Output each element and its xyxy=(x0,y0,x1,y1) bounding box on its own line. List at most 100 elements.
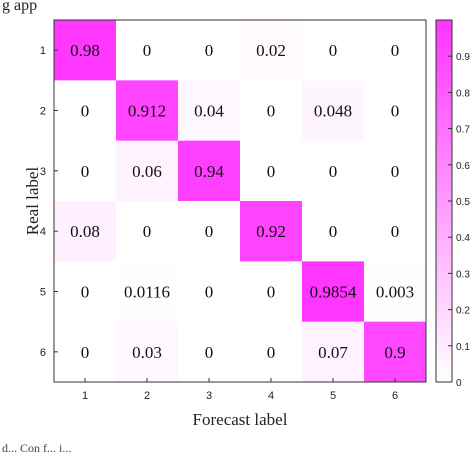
cell-value-r5-c3: 0 xyxy=(205,283,214,302)
colorbar-tick-label: 0.1 xyxy=(456,342,470,353)
heatmap-cell-r3-c2 xyxy=(116,140,179,202)
cell-value-r3-c2: 0.06 xyxy=(132,162,162,181)
cell-value-r6-c5: 0.07 xyxy=(318,343,348,362)
cell-value-r4-c6: 0 xyxy=(391,222,400,241)
colorbar-tick-label: 0.4 xyxy=(456,233,470,244)
cell-value-r6-c3: 0 xyxy=(205,343,214,362)
heatmap-cell-r4-c2 xyxy=(116,201,179,262)
y-tick-label: 1 xyxy=(40,45,46,57)
cell-value-r3-c3: 0.94 xyxy=(194,162,224,181)
x-tick-label: 6 xyxy=(392,390,398,402)
colorbar-tick-label: 0.8 xyxy=(456,88,470,99)
heatmap-cell-r6-c2 xyxy=(116,321,179,383)
heatmap-cell-r5-c6 xyxy=(364,261,427,322)
cell-value-r6-c1: 0 xyxy=(81,343,90,362)
y-tick-label: 3 xyxy=(40,166,46,178)
colorbar-ticks: 0 0.1 0.2 0.3 0.4 0.5 0.6 0.7 0.8 0.9 xyxy=(448,52,470,389)
cell-value-r2-c6: 0 xyxy=(391,102,400,121)
heatmap-cell-r6-c5 xyxy=(302,321,365,383)
y-tick-label: 2 xyxy=(40,106,46,118)
cell-value-r1-c3: 0 xyxy=(205,41,214,60)
heatmap-cell-r4-c3 xyxy=(178,201,241,262)
heatmap-cell-r3-c3 xyxy=(178,140,241,202)
cell-value-r3-c1: 0 xyxy=(81,162,90,181)
y-tick-label: 6 xyxy=(40,347,46,359)
heatmap-cell-r5-c1 xyxy=(54,261,117,322)
heatmap-cell-r6-c6 xyxy=(364,321,427,383)
cell-value-r3-c6: 0 xyxy=(391,162,400,181)
heatmap-cell-r3-c4 xyxy=(240,140,303,202)
cell-value-r5-c5: 0.9854 xyxy=(310,283,357,302)
heatmap-cell-r4-c6 xyxy=(364,201,427,262)
heatmap-cell-r1-c6 xyxy=(364,20,427,81)
cell-value-r1-c2: 0 xyxy=(143,41,152,60)
cell-value-r3-c5: 0 xyxy=(329,162,338,181)
cell-value-r5-c2: 0.0116 xyxy=(124,283,170,302)
cell-value-r4-c4: 0.92 xyxy=(256,222,286,241)
cell-value-r4-c3: 0 xyxy=(205,222,214,241)
cell-value-r2-c4: 0 xyxy=(267,102,276,121)
heatmap-cell-r6-c1 xyxy=(54,321,117,383)
cell-value-r2-c2: 0.912 xyxy=(128,102,166,121)
cell-value-r1-c6: 0 xyxy=(391,41,400,60)
heatmap-cell-r1-c5 xyxy=(302,20,365,81)
cell-value-r1-c1: 0.98 xyxy=(70,41,100,60)
plot-frame xyxy=(53,19,427,383)
x-tick-label: 5 xyxy=(330,390,336,402)
heatmap-cell-r5-c2 xyxy=(116,261,179,322)
top-cropped-text: g app xyxy=(2,0,37,14)
y-tick-label: 5 xyxy=(40,287,46,299)
cell-value-r2-c3: 0.04 xyxy=(194,102,224,121)
heatmap-cell-r2-c3 xyxy=(178,80,241,141)
heatmap-cell-r1-c1 xyxy=(54,20,117,81)
heatmap-cell-r2-c6 xyxy=(364,80,427,141)
heatmap-cell-r2-c1 xyxy=(54,80,117,141)
heatmap-cell-r6-c3 xyxy=(178,321,241,383)
cell-value-r6-c2: 0.03 xyxy=(132,343,162,362)
heatmap-cell-r3-c5 xyxy=(302,140,365,202)
colorbar-tick-label: 0.6 xyxy=(456,161,470,172)
heatmap-cell-r5-c5 xyxy=(302,261,365,322)
heatmap-cells: 0.98 0 0 0.02 0 0 0 0.912 0.04 0 0.048 0 0 0.06 0.94 0 0… xyxy=(54,20,427,383)
cell-value-r1-c4: 0.02 xyxy=(256,41,286,60)
cell-value-r1-c5: 0 xyxy=(329,41,338,60)
cell-value-r3-c4: 0 xyxy=(267,162,276,181)
heatmap-cell-r2-c4 xyxy=(240,80,303,141)
cell-value-r5-c6: 0.003 xyxy=(376,283,414,302)
cell-value-r6-c6: 0.9 xyxy=(384,343,405,362)
cell-value-r4-c1: 0.08 xyxy=(70,222,100,241)
heatmap-cell-r2-c5 xyxy=(302,80,365,141)
heatmap-cell-r6-c4 xyxy=(240,321,303,383)
cell-value-r4-c5: 0 xyxy=(329,222,338,241)
colorbar-tick-label: 0.3 xyxy=(456,269,470,280)
heatmap-cell-r3-c6 xyxy=(364,140,427,202)
heatmap-cell-r4-c1 xyxy=(54,201,117,262)
heatmap-cell-r5-c4 xyxy=(240,261,303,322)
cell-value-r5-c1: 0 xyxy=(81,283,90,302)
heatmap-cell-r1-c4 xyxy=(240,20,303,81)
x-axis-label: Forecast label xyxy=(193,410,288,429)
x-tick-label: 4 xyxy=(268,390,274,402)
x-tick-label: 3 xyxy=(206,390,212,402)
colorbar-tick-label: 0 xyxy=(456,378,462,389)
cell-value-r2-c1: 0 xyxy=(81,102,90,121)
x-axis-ticks: 1 2 3 4 5 6 xyxy=(82,378,398,402)
bottom-cropped-text: d... Con f... i... xyxy=(2,441,71,454)
heatmap-cell-r4-c4 xyxy=(240,201,303,262)
heatmap-cell-r2-c2 xyxy=(116,80,179,141)
y-tick-label: 4 xyxy=(40,226,46,238)
colorbar-tick-label: 0.9 xyxy=(456,52,470,63)
x-tick-label: 1 xyxy=(82,390,88,402)
heatmap-cell-r5-c3 xyxy=(178,261,241,322)
cell-value-r5-c4: 0 xyxy=(267,283,276,302)
cell-value-r4-c2: 0 xyxy=(143,222,152,241)
heatmap-cell-r4-c5 xyxy=(302,201,365,262)
heatmap-cell-r3-c1 xyxy=(54,140,117,202)
colorbar-tick-label: 0.2 xyxy=(456,306,470,317)
colorbar-tick-label: 0.7 xyxy=(456,125,470,136)
x-tick-label: 2 xyxy=(144,390,150,402)
cell-value-r6-c4: 0 xyxy=(267,343,276,362)
y-axis-ticks: 1 2 3 4 5 6 xyxy=(40,45,58,359)
y-axis-label: Real label xyxy=(23,167,42,236)
